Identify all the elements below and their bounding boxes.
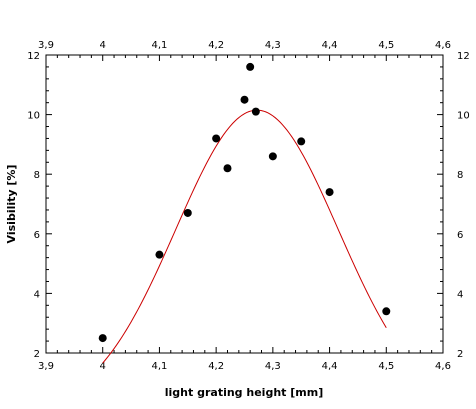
y-tick-label-right: 12 xyxy=(457,51,470,62)
data-point xyxy=(246,62,255,71)
y-tick-label-right: 6 xyxy=(457,230,463,241)
x-tick-label-top: 4,3 xyxy=(265,40,281,51)
data-point xyxy=(183,208,192,217)
plot-area xyxy=(45,54,444,354)
y-tick-label-left: 8 xyxy=(34,170,40,181)
y-tick-label-right: 10 xyxy=(457,111,470,122)
x-tick-label-top: 4,1 xyxy=(151,40,167,51)
x-tick-label-bottom: 3,9 xyxy=(38,361,54,372)
x-tick-label-bottom: 4,5 xyxy=(378,361,394,372)
fit-curve-layer xyxy=(102,109,387,364)
y-tick-label-left: 10 xyxy=(27,111,40,122)
x-tick-label-top: 4,5 xyxy=(378,40,394,51)
y-tick-label-right: 4 xyxy=(457,289,463,300)
data-point xyxy=(155,250,164,259)
x-tick-label-top: 4,4 xyxy=(322,40,338,51)
data-point xyxy=(297,137,306,146)
x-tick-label-top: 4 xyxy=(100,40,106,51)
x-tick-label-top: 3,9 xyxy=(38,40,54,51)
axes: 3,9 3,9 4 4 4,1 4,1 4,2 4,2 4,3 4,3 4,4 4,4 4,5 4,5 4,… xyxy=(27,40,469,372)
y-tick-label-left: 2 xyxy=(34,349,40,360)
y-tick-label-left: 6 xyxy=(34,230,40,241)
x-tick-label-bottom: 4 xyxy=(100,361,106,372)
data-point xyxy=(223,164,232,173)
data-point xyxy=(382,307,391,316)
x-tick-label-bottom: 4,4 xyxy=(322,361,338,372)
y-tick-label-right: 8 xyxy=(457,170,463,181)
y-tick-label-right: 2 xyxy=(457,349,463,360)
x-tick-label-bottom: 4,1 xyxy=(151,361,167,372)
data-point xyxy=(325,188,334,197)
x-tick-label-bottom: 4,6 xyxy=(435,361,451,372)
x-tick-label-top: 4,6 xyxy=(435,40,451,51)
data-points-layer xyxy=(98,62,391,343)
gaussian-fit-line xyxy=(102,109,387,364)
data-point xyxy=(268,152,277,161)
data-point xyxy=(98,334,107,343)
x-axis-title: light grating height [mm] xyxy=(165,386,323,399)
data-point xyxy=(240,95,249,104)
data-point xyxy=(212,134,221,143)
y-tick-label-left: 12 xyxy=(27,51,40,62)
y-tick-label-left: 4 xyxy=(34,289,40,300)
x-tick-label-top: 4,2 xyxy=(208,40,224,51)
x-tick-label-bottom: 4,3 xyxy=(265,361,281,372)
data-point xyxy=(251,107,260,116)
x-tick-label-bottom: 4,2 xyxy=(208,361,224,372)
y-axis-title: Visibility [%] xyxy=(5,165,18,244)
